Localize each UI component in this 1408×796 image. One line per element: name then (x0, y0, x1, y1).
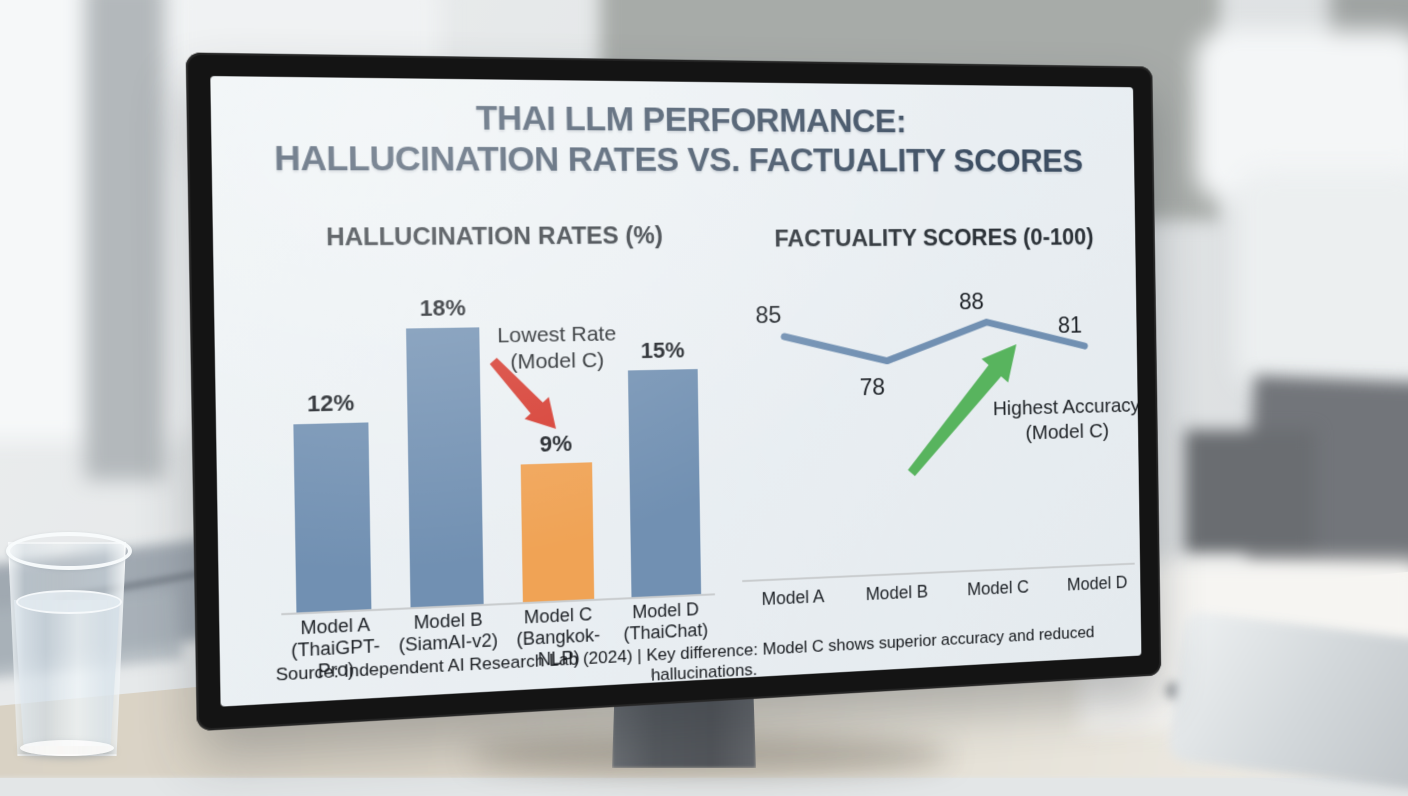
slide-title-line1: THAI LLM PERFORMANCE: (475, 98, 907, 141)
green-up-arrow-icon (906, 344, 1019, 477)
bar-group: 15% (613, 337, 715, 598)
bar-group: 12% (278, 389, 387, 613)
bar-value-label: 12% (306, 389, 355, 417)
glass-water (14, 600, 120, 746)
line-x-label: Model C (967, 577, 1030, 600)
slide-title: THAI LLM PERFORMANCE: HALLUCINATION RATE… (211, 95, 1135, 181)
window-mullion (85, 0, 165, 480)
line-x-label: Model B (865, 581, 929, 605)
screen: THAI LLM PERFORMANCE: HALLUCINATION RATE… (210, 76, 1142, 707)
glass-rim (6, 532, 132, 570)
bar (293, 422, 372, 613)
glass-base (20, 740, 114, 756)
red-down-arrow-icon (489, 356, 556, 431)
line-x-label: Model D (1066, 572, 1128, 595)
blurred-furniture-dark (1185, 430, 1315, 555)
bar (627, 369, 702, 598)
line-chart-title: FACTUALITY SCORES (0-100) (774, 224, 1094, 253)
line-point-value: 81 (1058, 313, 1083, 339)
bar-group: 9% (505, 430, 608, 603)
monitor: THAI LLM PERFORMANCE: HALLUCINATION RATE… (185, 52, 1162, 732)
glass-water-surface (16, 590, 122, 614)
line-point-value: 88 (959, 289, 984, 315)
bar-chart-title: HALLUCINATION RATES (%) (325, 222, 663, 252)
bar (520, 462, 594, 603)
red-arrow-shape (489, 356, 556, 431)
line-x-label: Model A (761, 586, 825, 610)
line-point-value: 85 (755, 302, 781, 329)
slide-title-line2: HALLUCINATION RATES VS. FACTUALITY SCORE… (273, 138, 1083, 180)
window-light-right-lower (1235, 170, 1408, 390)
bar-value-label: 18% (419, 294, 466, 322)
line-point-value: 78 (859, 374, 885, 400)
water-glass (6, 532, 132, 760)
green-arrow-shape (906, 344, 1019, 477)
factuality-line-chart: 85 78 88 81 (755, 289, 1113, 401)
